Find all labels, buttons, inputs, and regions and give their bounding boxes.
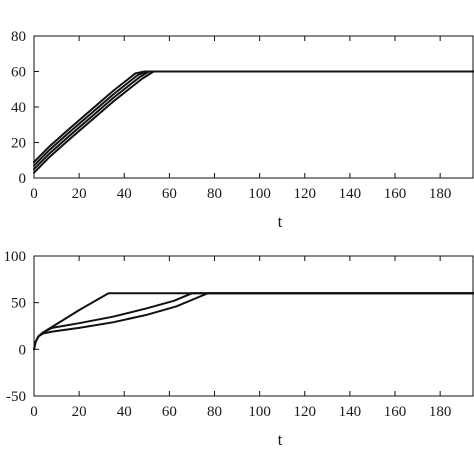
x-tick-label: 80	[207, 186, 222, 202]
x-tick-label: 60	[162, 186, 177, 202]
x-tick-label: 20	[72, 404, 87, 420]
x-tick-label: 160	[384, 186, 407, 202]
y-tick-label: -50	[6, 389, 26, 405]
y-tick-label: 100	[4, 249, 27, 265]
y-tick-label: 60	[11, 65, 26, 81]
x-tick-label: 180	[429, 404, 452, 420]
x-tick-label: 40	[117, 404, 132, 420]
y-tick-label: 80	[11, 29, 26, 45]
top-plot: 0 20 40 60 80 100 120 140 160 180 0 20 40 60 80 t	[11, 29, 474, 231]
x-tick-label: 40	[117, 186, 132, 202]
series-line-1	[33, 70, 474, 174]
y-tick-label: 20	[11, 136, 26, 152]
x-tick-label: 140	[339, 186, 362, 202]
x-tick-label: 120	[294, 404, 317, 420]
x-tick-label: 100	[248, 186, 271, 202]
series-line-3	[33, 70, 474, 167]
x-axis-label: t	[278, 212, 283, 231]
series-line-3	[33, 292, 474, 351]
x-tick-label: 180	[429, 186, 452, 202]
x-tick-label: 100	[248, 404, 271, 420]
x-tick-label: 160	[384, 404, 407, 420]
series-line-2	[33, 292, 474, 351]
x-tick-label: 80	[207, 404, 222, 420]
y-tick-label: 0	[19, 171, 27, 187]
y-tick-label: 50	[11, 296, 26, 312]
x-axis-label: t	[278, 430, 283, 449]
x-tick-label: 140	[339, 404, 362, 420]
x-tick-label: 120	[294, 186, 317, 202]
series-line-4	[33, 70, 474, 163]
x-tick-label: 0	[30, 186, 38, 202]
series-line-1	[33, 292, 474, 351]
series-line-2	[33, 70, 474, 171]
x-tick-label: 0	[30, 404, 38, 420]
y-tick-label: 40	[11, 100, 26, 116]
x-tick-label: 60	[162, 404, 177, 420]
x-tick-label: 20	[72, 186, 87, 202]
y-tick-label: 0	[19, 342, 27, 358]
plot-frame	[33, 255, 474, 397]
